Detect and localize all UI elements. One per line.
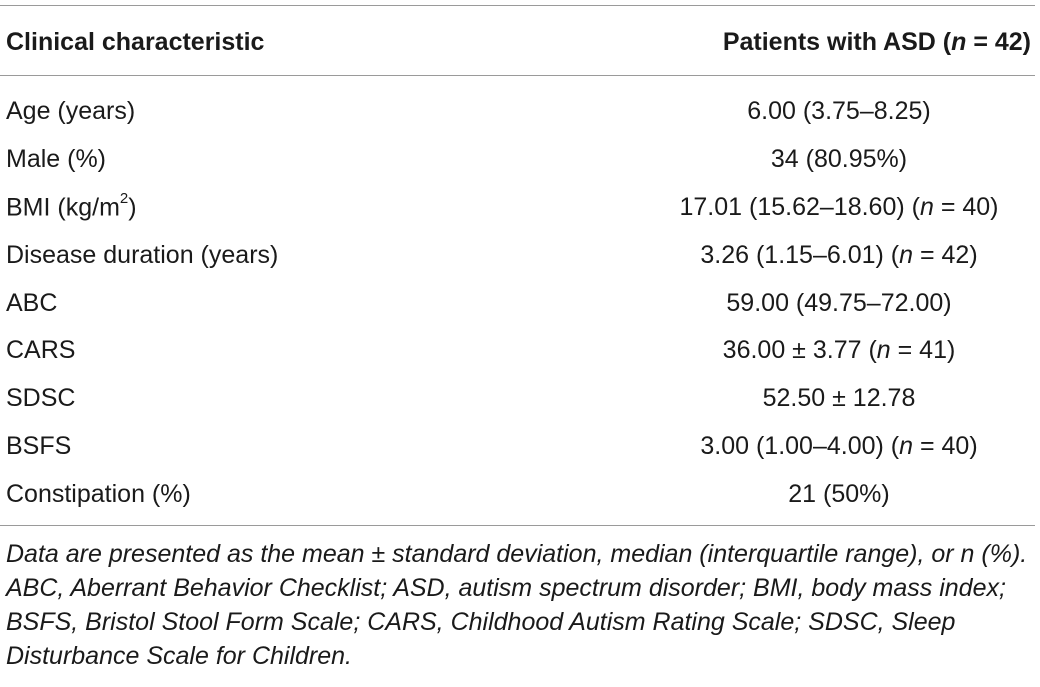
row-value: 17.01 (15.62–18.60) (n = 40) (679, 192, 999, 221)
table-row: ABC 59.00 (49.75–72.00) (0, 281, 1035, 329)
row-value: 6.00 (3.75–8.25) (747, 97, 931, 125)
row-label: CARS (6, 336, 76, 365)
row-value: 3.00 (1.00–4.00) (n = 40) (700, 432, 978, 461)
bottom-rule (0, 525, 1035, 526)
row-label: ABC (6, 288, 58, 317)
row-label: Male (%) (6, 144, 107, 173)
header-characteristic: Clinical characteristic (6, 28, 265, 56)
row-value: 36.00 ± 3.77 (n = 41) (722, 336, 956, 365)
header-rule (0, 75, 1035, 76)
row-value: 3.26 (1.15–6.01) (n = 42) (700, 240, 978, 269)
table-body: Age (years) 6.00 (3.75–8.25) Male (%) 34… (0, 89, 1035, 520)
table-footnote: Data are presented as the mean ± standar… (6, 540, 1028, 670)
table-header: Clinical characteristic Patients with AS… (0, 20, 1035, 64)
table-row: CARS 36.00 ± 3.77 (n = 41) (0, 328, 1035, 376)
top-rule (0, 5, 1035, 6)
row-label: Disease duration (years) (6, 240, 279, 269)
table-row: SDSC 52.50 ± 12.78 (0, 376, 1035, 424)
table-row: BSFS 3.00 (1.00–4.00) (n = 40) (0, 424, 1035, 472)
row-value: 52.50 ± 12.78 (762, 384, 916, 413)
row-value: 21 (50%) (788, 480, 890, 509)
row-label: Constipation (%) (6, 480, 191, 509)
table-row: Male (%) 34 (80.95%) (0, 137, 1035, 185)
row-label: BMI (kg/m2) (6, 189, 137, 222)
row-label: SDSC (6, 384, 76, 413)
table-row: Disease duration (years) 3.26 (1.15–6.01… (0, 233, 1035, 281)
header-patients: Patients with ASD (n = 42) (722, 28, 1031, 56)
row-value: 34 (80.95%) (770, 144, 908, 173)
table-row: Age (years) 6.00 (3.75–8.25) (0, 89, 1035, 137)
table-row: BMI (kg/m2) 17.01 (15.62–18.60) (n = 40) (0, 185, 1035, 233)
row-label: Age (years) (6, 97, 136, 125)
row-label: BSFS (6, 432, 72, 461)
table-row: Constipation (%) 21 (50%) (0, 472, 1035, 520)
row-value: 59.00 (49.75–72.00) (726, 288, 952, 317)
